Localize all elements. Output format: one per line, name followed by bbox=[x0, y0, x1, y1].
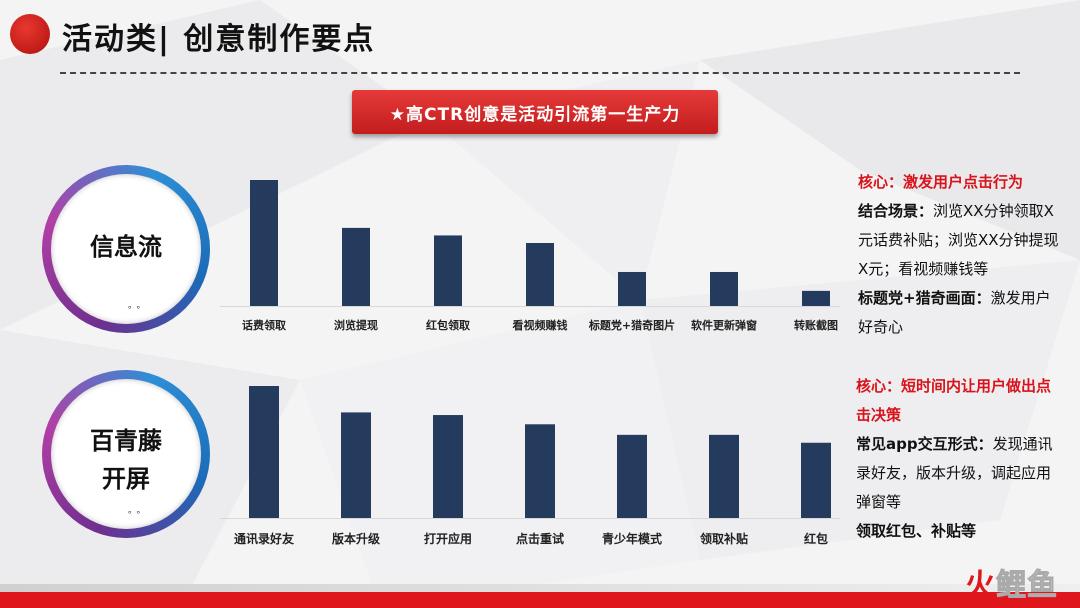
bar-5 bbox=[710, 271, 738, 306]
bar-1 bbox=[342, 227, 370, 306]
ring-label-line2: 开屏 bbox=[102, 465, 150, 493]
category-label-0: 话费领取 bbox=[242, 318, 286, 332]
bar-4 bbox=[617, 434, 647, 518]
note-line2: 领取红包、补贴等 bbox=[856, 517, 1061, 546]
ring-label-line1: 百青藤 bbox=[90, 427, 162, 455]
bar-6 bbox=[802, 290, 830, 306]
note-core: 核心：激发用户点击行为 bbox=[858, 173, 1024, 191]
note-line1-label: 常见app交互形式： bbox=[856, 435, 993, 453]
ring-label: 信息流 bbox=[90, 233, 162, 261]
footer-bar bbox=[0, 592, 1080, 608]
category-label-3: 点击重试 bbox=[516, 531, 564, 546]
banner-text: ★高CTR创意是活动引流第一生产力 bbox=[389, 104, 681, 125]
category-label-6: 转账截图 bbox=[794, 318, 838, 332]
category-label-4: 标题党+猎奇图片 bbox=[588, 318, 675, 332]
title-bullet-icon bbox=[10, 14, 50, 54]
brand-logo: 火鲤鱼 bbox=[965, 568, 1058, 604]
bar-1 bbox=[341, 412, 371, 518]
bar-0 bbox=[250, 180, 278, 306]
category-label-2: 红包领取 bbox=[426, 318, 470, 332]
note-line1-label: 结合场景： bbox=[858, 202, 934, 220]
footer-stripe bbox=[0, 584, 1080, 592]
highlight-banner: ★高CTR创意是活动引流第一生产力 bbox=[352, 90, 718, 134]
ring-dots: 。。 bbox=[128, 301, 150, 311]
bar-3 bbox=[526, 243, 554, 306]
category-label-3: 看视频赚钱 bbox=[513, 318, 568, 332]
ring-center bbox=[51, 174, 201, 324]
bar-chart-feed: 话费领取 浏览提现 红包领取 看视频赚钱 标题党+猎奇图片 软件更新弹窗 转账截图 bbox=[220, 180, 840, 332]
bar-3 bbox=[525, 424, 555, 518]
bar-5 bbox=[709, 434, 739, 518]
note-line1: 常见app交互形式：发现通讯录好友，版本升级，调起应用弹窗等 bbox=[856, 430, 1061, 517]
notes-feed: 核心：激发用户点击行为 结合场景：浏览XX分钟领取X元话费补贴；浏览XX分钟提现… bbox=[858, 168, 1063, 342]
category-label-6: 红包 bbox=[804, 531, 828, 546]
category-label-5: 领取补贴 bbox=[700, 531, 748, 546]
category-label-0: 通讯录好友 bbox=[234, 531, 294, 546]
note-line1-text: 发现通讯录好友，版本升级，调起应用弹窗等 bbox=[856, 435, 1053, 511]
note-line2-text: 激发用户好奇心 bbox=[858, 289, 1051, 336]
ring-badge-splash: 百青藤 开屏 。。 bbox=[42, 370, 210, 538]
ring-center bbox=[51, 379, 201, 529]
category-label-1: 浏览提现 bbox=[334, 318, 378, 332]
bar-0 bbox=[249, 386, 279, 518]
ring-dots: 。。 bbox=[128, 506, 150, 516]
note-line2-label: 标题党+猎奇画面： bbox=[858, 289, 991, 307]
category-label-1: 版本升级 bbox=[332, 531, 380, 546]
note-line2-label: 领取红包、补贴等 bbox=[856, 522, 977, 540]
note-line1-text: 浏览XX分钟领取X元话费补贴；浏览XX分钟提现X元；看视频赚钱等 bbox=[858, 202, 1059, 278]
category-label-4: 青少年模式 bbox=[602, 531, 662, 546]
title-divider bbox=[60, 72, 1020, 74]
category-label-5: 软件更新弹窗 bbox=[691, 318, 757, 332]
note-core: 核心：短时间内让用户做出点击决策 bbox=[856, 377, 1052, 424]
ring-badge-feed: 信息流 。。 bbox=[42, 165, 210, 333]
category-label-2: 打开应用 bbox=[424, 531, 472, 546]
bar-2 bbox=[434, 235, 462, 306]
page-title: 活动类| 创意制作要点 bbox=[62, 22, 376, 57]
bar-4 bbox=[618, 271, 646, 306]
note-line2: 标题党+猎奇画面：激发用户好奇心 bbox=[858, 284, 1063, 342]
bar-chart-splash: 通讯录好友 版本升级 打开应用 点击重试 青少年模式 领取补贴 红包 bbox=[220, 386, 840, 546]
bar-2 bbox=[433, 415, 463, 518]
notes-splash: 核心：短时间内让用户做出点击决策 常见app交互形式：发现通讯录好友，版本升级，… bbox=[856, 372, 1061, 546]
bar-6 bbox=[801, 442, 831, 518]
note-line1: 结合场景：浏览XX分钟领取X元话费补贴；浏览XX分钟提现X元；看视频赚钱等 bbox=[858, 197, 1063, 284]
